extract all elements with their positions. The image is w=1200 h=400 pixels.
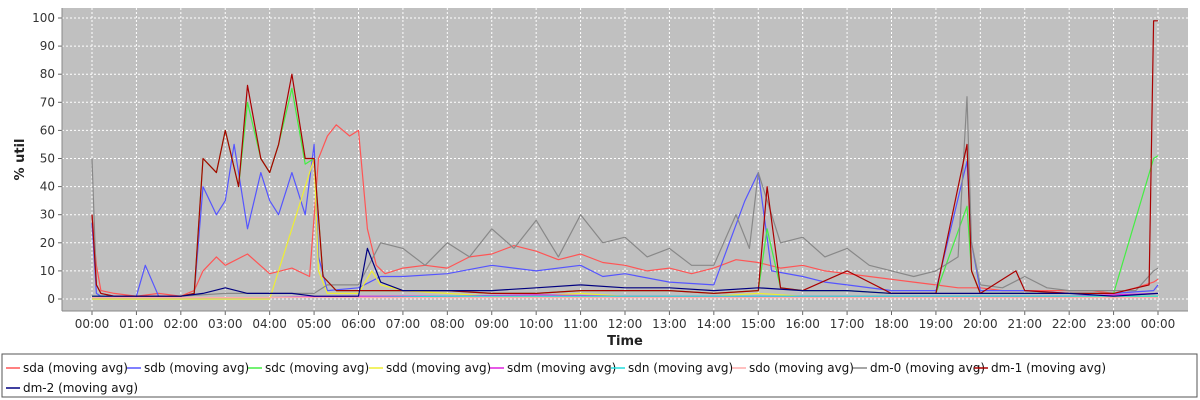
- x-tick-label: 19:00: [919, 317, 954, 331]
- x-tick-label: 18:00: [874, 317, 909, 331]
- legend-items: sda (moving avg) sdb (moving avg) sdc (mov…: [6, 361, 1106, 395]
- legend-item: sda (moving avg): [6, 361, 128, 375]
- x-tick-label: 02:00: [164, 317, 199, 331]
- x-tick-label: 20:00: [963, 317, 998, 331]
- x-tick-label: 05:00: [297, 317, 332, 331]
- x-tick-label: 14:00: [697, 317, 732, 331]
- y-tick-label: 10: [40, 264, 55, 278]
- y-tick-label: 100: [32, 11, 55, 25]
- legend-item: sdm (moving avg): [490, 361, 616, 375]
- x-tick-label: 10:00: [519, 317, 554, 331]
- legend-item: sdo (moving avg): [732, 361, 854, 375]
- legend-item: dm-1 (moving avg): [974, 361, 1106, 375]
- y-tick-label: 40: [40, 180, 55, 194]
- x-tick-label: 03:00: [208, 317, 243, 331]
- x-tick-label: 06:00: [341, 317, 376, 331]
- x-tick-label: 21:00: [1007, 317, 1042, 331]
- y-tick-label: 50: [40, 152, 55, 166]
- series-line-dm-1: [91, 20, 1158, 297]
- series-line-dm-0: [91, 96, 1159, 297]
- legend-label: dm-1 (moving avg): [991, 361, 1106, 375]
- legend-item: sdb (moving avg): [127, 361, 249, 375]
- legend-item: dm-0 (moving avg): [853, 361, 985, 375]
- legend-label: sdc (moving avg): [265, 361, 369, 375]
- series-line-dm-2: [92, 247, 1159, 297]
- legend-label: sdb (moving avg): [144, 361, 249, 375]
- legend-label: sda (moving avg): [23, 361, 128, 375]
- y-tick-label: 20: [40, 236, 55, 250]
- x-tick-label: 23:00: [1096, 317, 1131, 331]
- legend-label: sdd (moving avg): [386, 361, 491, 375]
- legend-label: dm-2 (moving avg): [23, 381, 138, 395]
- x-tick-label: 12:00: [608, 317, 643, 331]
- x-axis-title: Time: [607, 334, 643, 349]
- y-tick-label: 70: [40, 95, 55, 109]
- y-tick-label: 90: [40, 39, 55, 53]
- gridlines: [62, 8, 1188, 311]
- x-tick-label: 09:00: [474, 317, 509, 331]
- y-tick-label: 60: [40, 123, 55, 137]
- x-tick-label: 15:00: [741, 317, 776, 331]
- legend: [1, 353, 1198, 398]
- legend-item: sdc (moving avg): [248, 361, 369, 375]
- x-tick-label: 08:00: [430, 317, 465, 331]
- x-tick-label: 16:00: [785, 317, 820, 331]
- series-lines: [91, 20, 1159, 300]
- series-line-sda: [91, 124, 1159, 297]
- legend-label: sdm (moving avg): [507, 361, 616, 375]
- legend-item: sdn (moving avg): [611, 361, 733, 375]
- x-tick-label: 07:00: [386, 317, 421, 331]
- x-axis: 00:00 01:00 02:00 03:00 04:00 05:00 06:00 07:00…: [62, 310, 1188, 331]
- y-axis: 0 10 20 30 40 50 60 70 80 90 100: [32, 8, 63, 311]
- x-tick-label: 01:00: [119, 317, 154, 331]
- legend-label: sdo (moving avg): [749, 361, 854, 375]
- y-axis-title: % util: [13, 139, 28, 181]
- x-tick-label: 00:00: [75, 317, 110, 331]
- x-tick-label: 11:00: [563, 317, 598, 331]
- x-tick-label: 22:00: [1052, 317, 1087, 331]
- y-tick-label: 0: [47, 292, 55, 306]
- x-tick-label: 00:00: [1141, 317, 1176, 331]
- x-tick-label: 04:00: [252, 317, 287, 331]
- legend-item: dm-2 (moving avg): [6, 381, 138, 395]
- x-tick-label: 13:00: [652, 317, 687, 331]
- x-tick-label: 17:00: [830, 317, 865, 331]
- y-tick-label: 30: [40, 208, 55, 222]
- legend-label: dm-0 (moving avg): [870, 361, 985, 375]
- legend-label: sdn (moving avg): [628, 361, 733, 375]
- legend-item: sdd (moving avg): [369, 361, 491, 375]
- y-tick-label: 80: [40, 67, 55, 81]
